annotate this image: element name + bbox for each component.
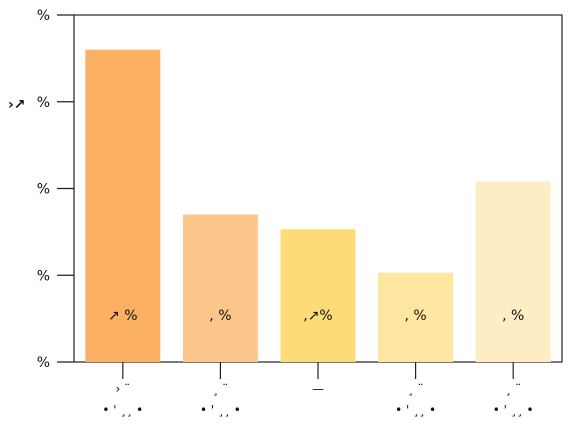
x-tick-label: • ' ¸¸ • [395,403,436,417]
x-tick-label: ¸ ¨ [505,382,521,396]
x-axis: › ¨ • ' ¸¸ • ¸ ¨ • ' ¸¸ • — ¸ ¨ • ' ¸¸ • ¸ ¨ • '… [102,362,534,417]
y-tick-label: % [37,8,50,24]
x-tick-label: ¸ ¨ [212,382,228,396]
x-tick-label: • ' ¸¸ • [493,403,534,417]
bar [85,49,161,362]
bar-value-label: , % [404,308,426,324]
y-tick-label: % [37,268,50,284]
bar-value-label: , % [209,308,231,324]
x-tick-label: • ' ¸¸ • [102,403,143,417]
y-axis: %%%%% ›↗ [8,8,74,371]
bar [475,181,551,362]
x-tick-label: › ¨ [115,382,130,396]
x-tick-label: — [312,382,324,396]
bars [85,49,551,362]
bar [378,272,454,362]
bar-value-label: , % [502,308,524,324]
data-labels: ↗ % , % ,↗% , % , % [108,308,524,324]
bar-value-label: ↗ % [108,308,137,324]
y-tick-label: % [37,182,50,198]
bar [280,229,356,362]
x-tick-label: • ' ¸¸ • [200,403,241,417]
y-tick-label: % [37,95,50,111]
y-axis-glyph: ›↗ [8,97,26,113]
bar [182,214,258,362]
x-tick-label: ¸ ¨ [408,382,424,396]
bar-value-label: ,↗% [303,308,332,324]
y-tick-label: % [37,355,50,371]
